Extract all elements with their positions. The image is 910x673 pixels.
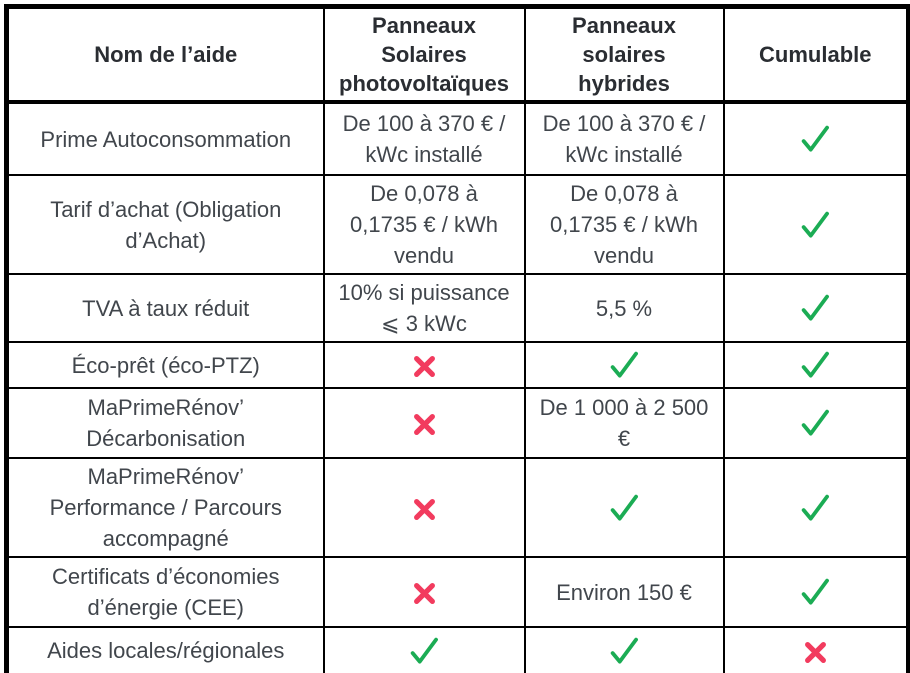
hybrid-value-cell [523,341,725,389]
table-row: Éco-prêt (éco-PTZ) [5,341,910,389]
cross-icon [411,496,438,523]
cell-text: 5,5 % [595,295,653,321]
cumulable-value-cell [722,387,910,459]
hybrid-value-cell [523,457,725,558]
cell-text: Tarif d’achat (Obligation d’Achat) [50,196,282,253]
cell-text: De 1 000 à 2 500 € [539,395,709,451]
cumulable-value-cell [722,457,910,558]
aid-name-cell: MaPrimeRénov’ Décarbonisation [5,387,325,459]
cell-text: Certificats d’économies d’énergie (CEE) [52,564,280,620]
cumulable-value-cell [722,626,910,673]
photovoltaic-value-cell: 10% si puissance ⩽ 3 kWc [322,273,526,343]
cross-icon [411,353,438,380]
table-row: MaPrimeRénov’ Performance / Parcours acc… [5,457,910,558]
aid-name-cell: TVA à taux réduit [5,273,325,343]
table-header: Nom de l’aide Panneaux Solaires photovol… [5,5,910,104]
table-row: Certificats d’économies d’énergie (CEE) E… [5,556,910,628]
hybrid-value-cell: De 0,078 à 0,1735 € / kWh vendu [523,174,725,275]
aid-name-cell: Certificats d’économies d’énergie (CEE) [5,556,325,628]
cross-icon [411,411,438,438]
hybrid-value-cell: De 1 000 à 2 500 € [523,387,725,459]
cell-text: Prime Autoconsommation [40,126,292,152]
aid-name-cell: Aides locales/régionales [5,626,325,673]
photovoltaic-value-cell [322,626,526,673]
hybrid-value-cell [523,626,725,673]
cell-text: De 0,078 à 0,1735 € / kWh vendu [550,181,698,268]
table-row: Prime Autoconsommation De 100 à 370 € / k… [5,101,910,176]
check-icon [798,122,832,156]
check-icon [798,291,832,325]
cumulable-value-cell [722,556,910,628]
check-icon [798,348,832,382]
aid-name-cell: Prime Autoconsommation [5,101,325,176]
cumulable-value-cell [722,101,910,176]
hybrid-value-cell: De 100 à 370 € / kWc installé [523,101,725,176]
header-hybrid-panels: Panneaux solaires hybrides [523,5,725,104]
check-icon [798,406,832,440]
table-body: Prime Autoconsommation De 100 à 370 € / k… [5,101,910,673]
hybrid-value-cell: Environ 150 € [523,556,725,628]
photovoltaic-value-cell [322,457,526,558]
aid-name-cell: Tarif d’achat (Obligation d’Achat) [5,174,325,275]
cross-icon [802,639,829,666]
cumulable-value-cell [722,273,910,343]
table-row: Aides locales/régionales [5,626,910,673]
check-icon [607,634,641,668]
header-cumulable: Cumulable [722,5,910,104]
header-photovoltaic-panels: Panneaux Solaires photovoltaïques [322,5,526,104]
hybrid-value-cell: 5,5 % [523,273,725,343]
table-row: Tarif d’achat (Obligation d’Achat) De 0,0… [5,174,910,275]
aid-name-cell: Éco-prêt (éco-PTZ) [5,341,325,389]
cell-text: De 100 à 370 € / kWc installé [542,111,706,167]
cell-text: MaPrimeRénov’ Performance / Parcours acc… [49,464,282,551]
check-icon [798,491,832,525]
check-icon [607,348,641,382]
cell-text: De 0,078 à 0,1735 € / kWh vendu [350,181,498,268]
cell-text: De 100 à 370 € / kWc installé [342,111,506,167]
cell-text: MaPrimeRénov’ Décarbonisation [86,395,246,451]
cell-text: Éco-prêt (éco-PTZ) [71,352,260,378]
check-icon [607,491,641,525]
header-row: Nom de l’aide Panneaux Solaires photovol… [5,5,910,104]
photovoltaic-value-cell [322,341,526,389]
cross-icon [411,580,438,607]
check-icon [798,575,832,609]
table-row: TVA à taux réduit 10% si puissance ⩽ 3 kW… [5,273,910,343]
cumulable-value-cell [722,341,910,389]
cell-text: TVA à taux réduit [82,295,250,321]
cumulable-value-cell [722,174,910,275]
photovoltaic-value-cell [322,556,526,628]
cell-text: Environ 150 € [556,579,692,605]
header-aid-name: Nom de l’aide [5,5,325,104]
photovoltaic-value-cell: De 100 à 370 € / kWc installé [322,101,526,176]
photovoltaic-value-cell: De 0,078 à 0,1735 € / kWh vendu [322,174,526,275]
check-icon [798,208,832,242]
aid-comparison-table: Nom de l’aide Panneaux Solaires photovol… [4,4,910,673]
aid-name-cell: MaPrimeRénov’ Performance / Parcours acc… [5,457,325,558]
table-row: MaPrimeRénov’ Décarbonisation De 1 000 à … [5,387,910,459]
cell-text: Aides locales/régionales [47,638,285,664]
check-icon [407,634,441,668]
cell-text: 10% si puissance ⩽ 3 kWc [338,280,510,336]
photovoltaic-value-cell [322,387,526,459]
